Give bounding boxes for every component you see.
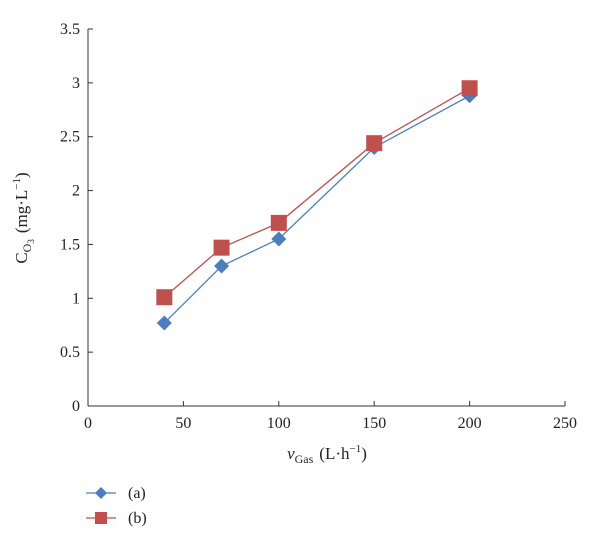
data-point-a: [271, 231, 287, 247]
legend-label-b: (b): [128, 510, 147, 527]
data-point-b: [366, 135, 383, 152]
data-point-b: [270, 214, 287, 231]
y-tick-label: 0.5: [60, 344, 80, 361]
x-tick-label: 150: [362, 415, 386, 432]
y-tick-label: 1: [72, 290, 80, 307]
series-layer: [156, 80, 478, 331]
y-tick-label: 0: [72, 398, 80, 415]
legend-marker-b: [95, 512, 107, 524]
x-tick-label: 200: [458, 415, 482, 432]
data-point-b: [461, 80, 478, 97]
legend-marker-a: [95, 487, 107, 499]
y-tick-label: 3: [72, 75, 80, 92]
legend: (a) (b): [86, 485, 147, 527]
y-tick-label: 1.5: [60, 236, 80, 253]
data-point-a: [156, 315, 172, 331]
data-point-a: [214, 258, 230, 274]
x-tick-label: 50: [175, 415, 191, 432]
legend-item-a: (a): [86, 485, 146, 502]
data-point-b: [156, 289, 173, 306]
x-tick-label: 250: [553, 415, 577, 432]
series-b: [156, 80, 478, 306]
y-axis-title: CO3(mg·L−1): [11, 172, 36, 263]
legend-label-a: (a): [128, 485, 146, 502]
plot-area: [88, 29, 565, 406]
axes: 0 50 100 150 200 250 0 0.5 1 1.5 2 2.5 3 3.5: [60, 21, 577, 432]
x-tick-label: 100: [267, 415, 291, 432]
plot-background: [88, 29, 565, 406]
y-tick-label: 3.5: [60, 21, 80, 38]
legend-item-b: (b): [86, 510, 147, 527]
x-axis-title: vGas (L·h−1): [287, 443, 367, 466]
data-point-b: [213, 239, 230, 256]
x-tick-label: 0: [84, 415, 92, 432]
y-tick-label: 2: [72, 183, 80, 200]
y-tick-label: 2.5: [60, 129, 80, 146]
